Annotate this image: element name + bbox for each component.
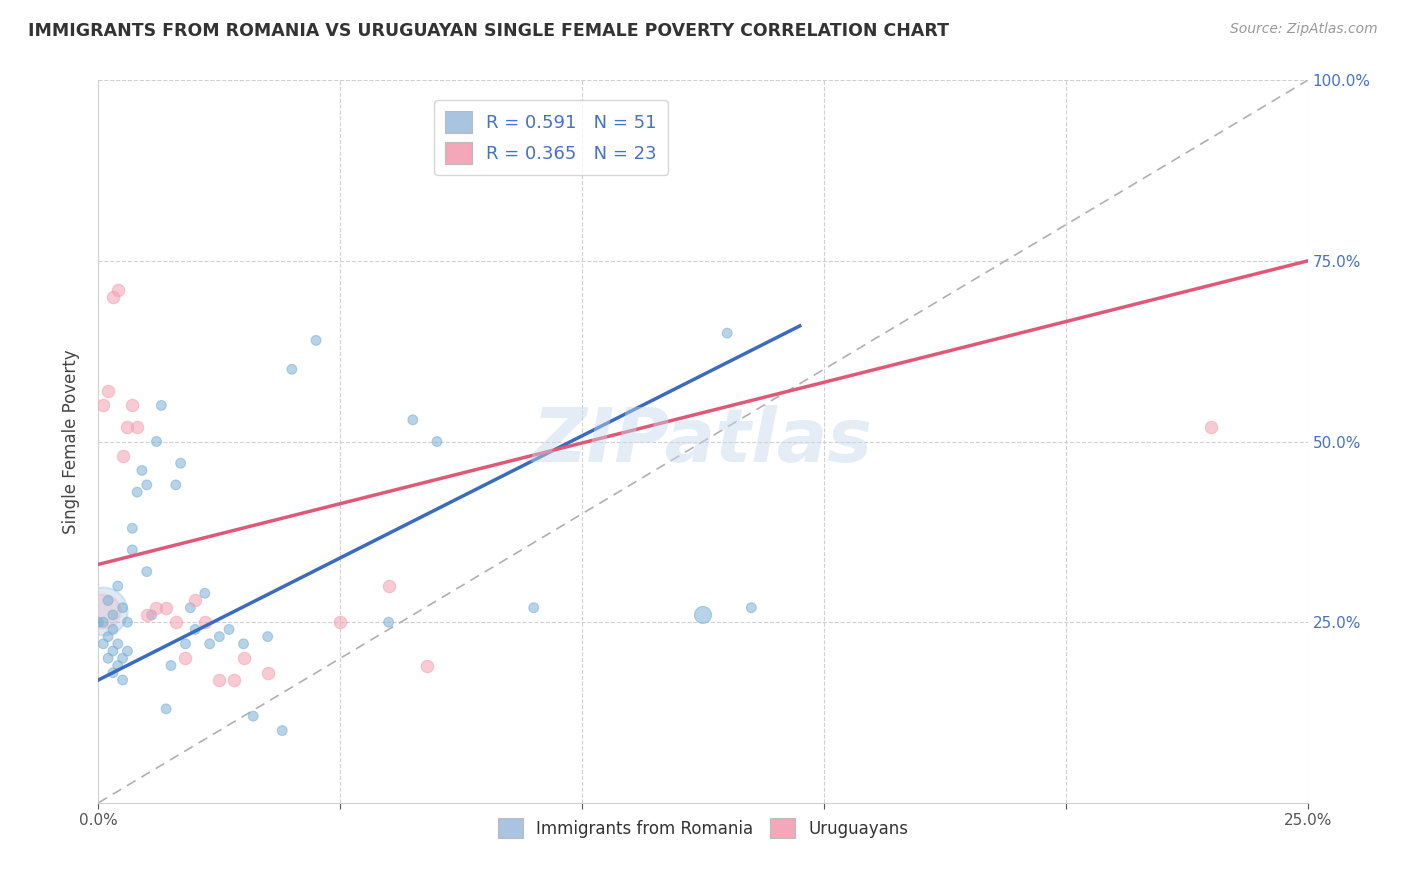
- Point: [91, 637, 114, 651]
- Point: [523, 600, 546, 615]
- Point: [91, 398, 114, 412]
- Point: [97, 630, 120, 644]
- Point: [165, 615, 187, 630]
- Point: [208, 630, 231, 644]
- Point: [692, 607, 714, 622]
- Point: [155, 702, 177, 716]
- Point: [101, 607, 124, 622]
- Legend: Immigrants from Romania, Uruguayans: Immigrants from Romania, Uruguayans: [491, 812, 915, 845]
- Point: [97, 593, 120, 607]
- Point: [416, 658, 439, 673]
- Point: [169, 456, 191, 470]
- Point: [329, 615, 352, 630]
- Point: [145, 600, 167, 615]
- Point: [101, 623, 124, 637]
- Point: [426, 434, 449, 449]
- Point: [1199, 420, 1222, 434]
- Point: [281, 362, 304, 376]
- Point: [121, 398, 143, 412]
- Point: [91, 604, 114, 618]
- Point: [127, 485, 149, 500]
- Point: [145, 434, 167, 449]
- Point: [117, 420, 139, 434]
- Point: [232, 637, 254, 651]
- Point: [377, 579, 399, 593]
- Point: [111, 449, 134, 463]
- Point: [111, 651, 134, 665]
- Point: [127, 420, 149, 434]
- Point: [135, 607, 157, 622]
- Point: [135, 565, 157, 579]
- Text: ZIPatlas: ZIPatlas: [533, 405, 873, 478]
- Point: [402, 413, 425, 427]
- Point: [111, 673, 134, 687]
- Point: [101, 290, 124, 304]
- Point: [101, 665, 124, 680]
- Point: [179, 600, 201, 615]
- Point: [107, 637, 129, 651]
- Point: [740, 600, 762, 615]
- Point: [194, 615, 217, 630]
- Point: [716, 326, 738, 340]
- Point: [256, 630, 278, 644]
- Point: [208, 673, 231, 687]
- Point: [121, 521, 143, 535]
- Y-axis label: Single Female Poverty: Single Female Poverty: [62, 350, 80, 533]
- Point: [271, 723, 294, 738]
- Point: [97, 651, 120, 665]
- Text: IMMIGRANTS FROM ROMANIA VS URUGUAYAN SINGLE FEMALE POVERTY CORRELATION CHART: IMMIGRANTS FROM ROMANIA VS URUGUAYAN SIN…: [28, 22, 949, 40]
- Point: [87, 615, 110, 630]
- Point: [91, 615, 114, 630]
- Point: [256, 665, 278, 680]
- Point: [160, 658, 183, 673]
- Point: [198, 637, 221, 651]
- Point: [232, 651, 254, 665]
- Point: [174, 651, 197, 665]
- Point: [107, 658, 129, 673]
- Point: [101, 644, 124, 658]
- Point: [121, 542, 143, 557]
- Point: [117, 644, 139, 658]
- Point: [184, 623, 207, 637]
- Point: [131, 463, 153, 477]
- Point: [107, 283, 129, 297]
- Point: [165, 478, 187, 492]
- Point: [107, 579, 129, 593]
- Point: [91, 604, 114, 618]
- Point: [222, 673, 245, 687]
- Point: [150, 398, 173, 412]
- Point: [184, 593, 207, 607]
- Point: [135, 478, 157, 492]
- Point: [218, 623, 240, 637]
- Point: [305, 334, 328, 348]
- Point: [141, 607, 163, 622]
- Point: [242, 709, 264, 723]
- Point: [155, 600, 177, 615]
- Text: Source: ZipAtlas.com: Source: ZipAtlas.com: [1230, 22, 1378, 37]
- Point: [377, 615, 399, 630]
- Point: [117, 615, 139, 630]
- Point: [174, 637, 197, 651]
- Point: [97, 384, 120, 398]
- Point: [194, 586, 217, 600]
- Point: [111, 600, 134, 615]
